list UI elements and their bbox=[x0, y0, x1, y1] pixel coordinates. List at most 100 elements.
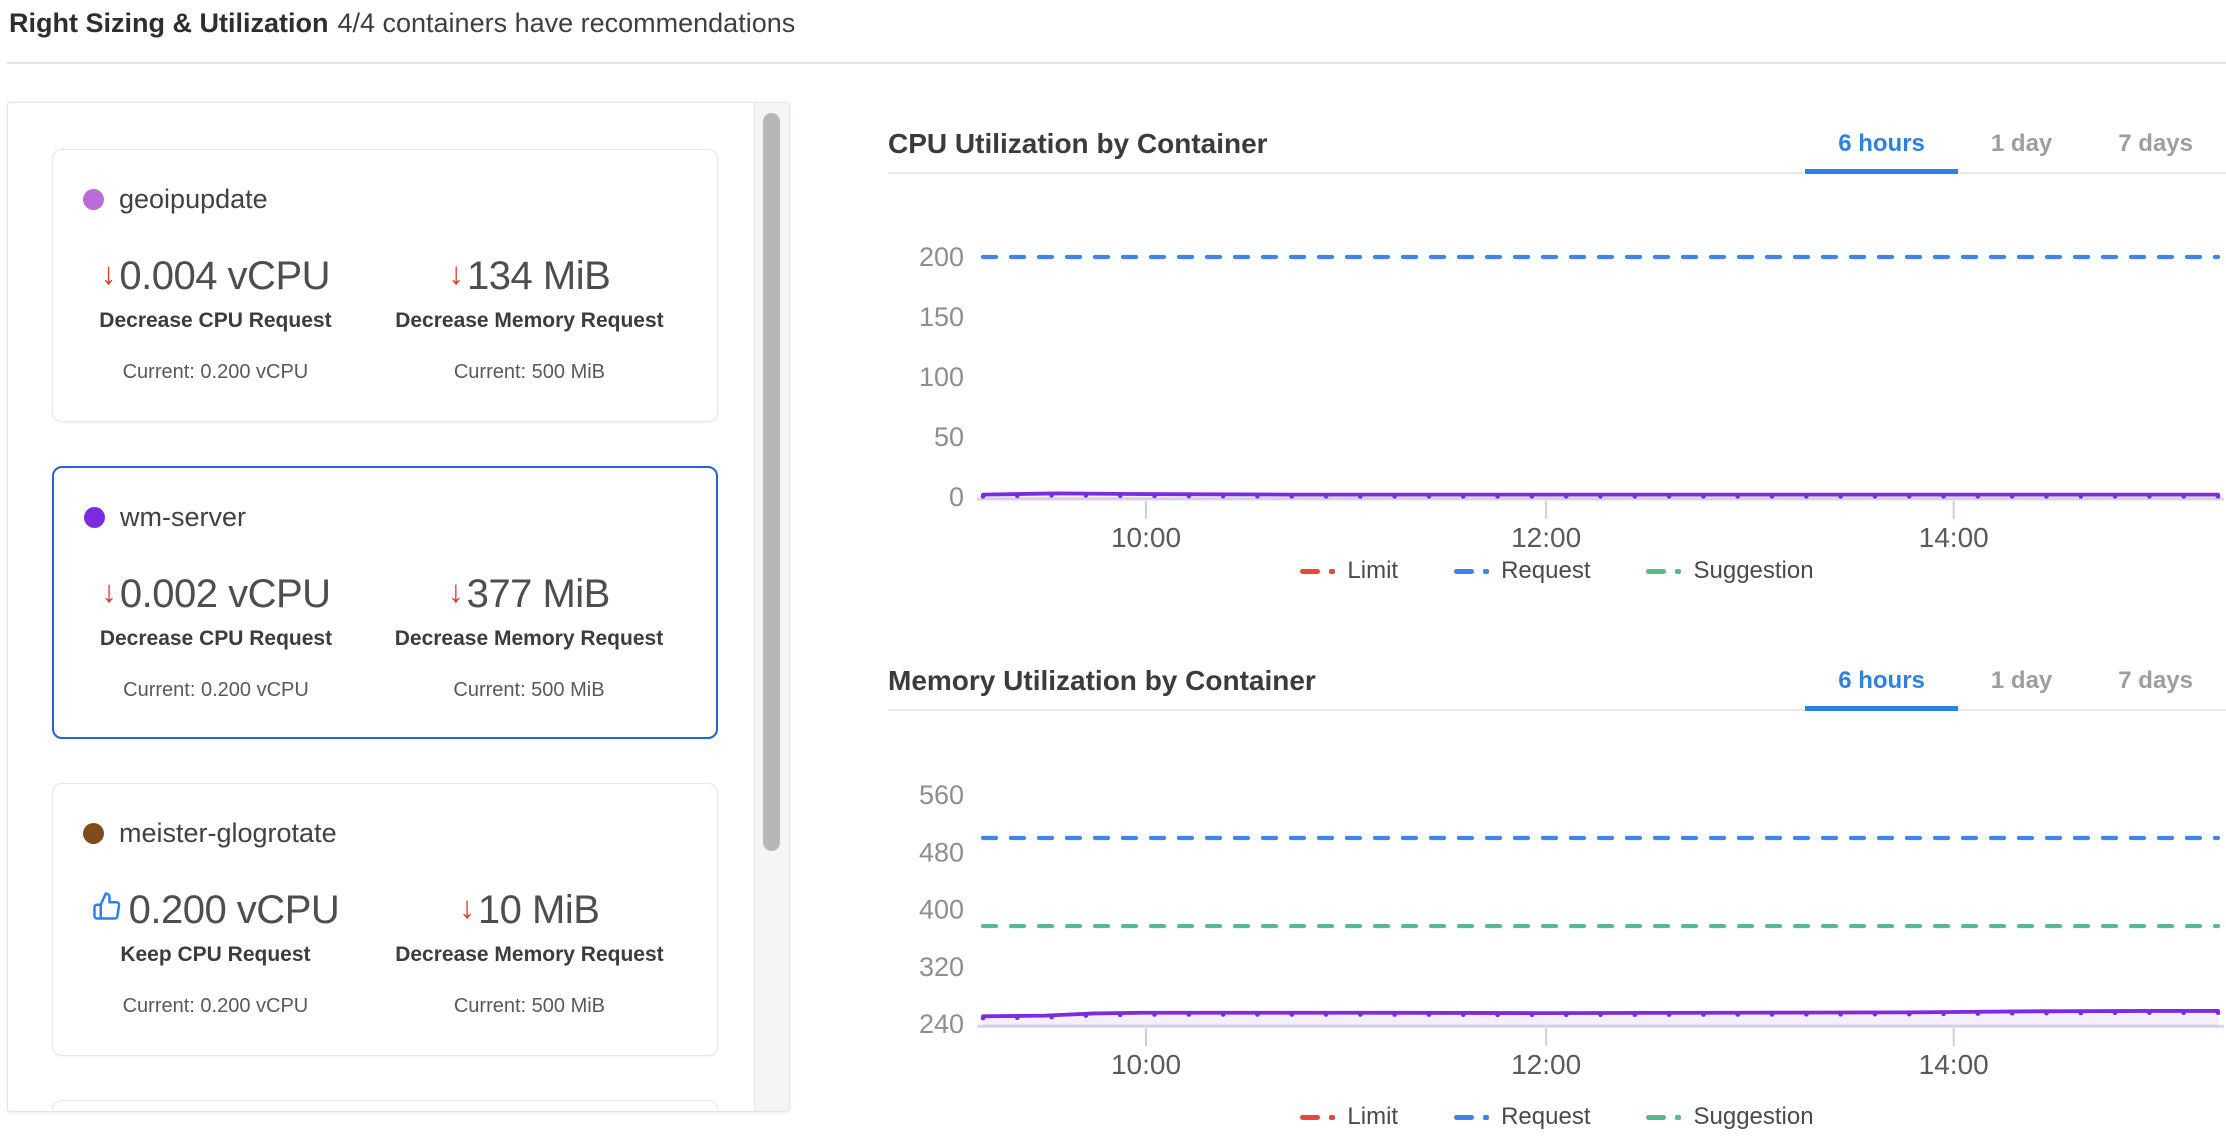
cpu-chart-legend: Limit Request Suggestion bbox=[888, 557, 2226, 585]
legend-label: Request bbox=[1501, 1103, 1591, 1130]
page-subtitle: 4/4 containers have recommendations bbox=[337, 8, 796, 38]
container-name: wm-server bbox=[120, 502, 246, 532]
arrow-down-icon: ↓ bbox=[100, 255, 117, 291]
legend-item-limit[interactable]: Limit bbox=[1300, 1103, 1398, 1131]
cpu-utilization-plot: 0 50 100 150 200 10:00 12:00 14:00 bbox=[919, 242, 2224, 549]
legend-item-request[interactable]: Request bbox=[1454, 1103, 1590, 1131]
memory-current-value: Current: 500 MiB bbox=[453, 995, 606, 1017]
card-metrics: ↓ 0.002 vCPU Decrease CPU Request Curren… bbox=[72, 571, 698, 702]
svg-text:10:00: 10:00 bbox=[1111, 522, 1181, 549]
legend-item-request[interactable]: Request bbox=[1454, 557, 1590, 585]
cpu-action-label: Keep CPU Request bbox=[120, 943, 311, 966]
memory-utilization-section: Memory Utilization by Container 6 hours … bbox=[888, 653, 2226, 1131]
panel-scrollbar-track[interactable] bbox=[754, 103, 789, 1111]
cpu-current-value: Current: 0.200 vCPU bbox=[122, 361, 309, 383]
memory-action-label: Decrease Memory Request bbox=[395, 309, 664, 332]
container-name: meister-glogrotate bbox=[119, 818, 337, 848]
svg-text:10:00: 10:00 bbox=[1111, 1049, 1181, 1079]
thumbs-up-icon bbox=[92, 892, 126, 925]
legend-label: Request bbox=[1501, 557, 1591, 584]
recommendation-card-partial[interactable] bbox=[52, 1100, 718, 1111]
request-dash-icon bbox=[1454, 1114, 1490, 1120]
card-header: geoipupdate bbox=[83, 184, 699, 215]
legend-item-suggestion[interactable]: Suggestion bbox=[1646, 1103, 1814, 1131]
memory-metric: ↓ 10 MiB Decrease Memory Request Current… bbox=[360, 887, 699, 1018]
recommendation-card-wm-server[interactable]: wm-server ↓ 0.002 vCPU Decrease CPU Requ… bbox=[52, 466, 718, 739]
memory-recommended-value: 10 MiB bbox=[477, 888, 600, 932]
memory-chart-header: Memory Utilization by Container 6 hours … bbox=[888, 653, 2226, 711]
memory-value-row: ↓ 377 MiB bbox=[360, 571, 698, 617]
container-name: geoipupdate bbox=[119, 184, 268, 214]
cpu-recommended-value: 0.200 vCPU bbox=[128, 888, 340, 932]
svg-text:12:00: 12:00 bbox=[1511, 1049, 1581, 1079]
card-header: wm-server bbox=[84, 502, 698, 533]
recommendation-card-meister-glogrotate[interactable]: meister-glogrotate 0.200 vCPU Keep CPU R… bbox=[52, 783, 718, 1056]
svg-text:0: 0 bbox=[949, 482, 964, 512]
svg-text:320: 320 bbox=[919, 952, 964, 982]
tab-7-days[interactable]: 7 days bbox=[2118, 130, 2193, 157]
svg-text:14:00: 14:00 bbox=[1919, 522, 1989, 549]
page-title: Right Sizing & Utilization 4/4 containers… bbox=[9, 8, 795, 39]
card-metrics: 0.200 vCPU Keep CPU Request Current: 0.2… bbox=[71, 887, 699, 1018]
legend-label: Suggestion bbox=[1693, 557, 1814, 584]
memory-metric: ↓ 377 MiB Decrease Memory Request Curren… bbox=[360, 571, 698, 702]
container-color-dot bbox=[83, 823, 104, 844]
cpu-metric: 0.200 vCPU Keep CPU Request Current: 0.2… bbox=[71, 887, 360, 1018]
svg-text:150: 150 bbox=[919, 302, 964, 332]
recommendation-card-geoipupdate[interactable]: geoipupdate ↓ 0.004 vCPU Decrease CPU Re… bbox=[52, 149, 718, 422]
memory-chart-legend: Limit Request Suggestion bbox=[888, 1103, 2226, 1131]
tab-1-day[interactable]: 1 day bbox=[1990, 130, 2053, 157]
request-dash-icon bbox=[1454, 568, 1490, 574]
header-divider bbox=[7, 62, 2226, 64]
svg-text:200: 200 bbox=[919, 242, 964, 272]
arrow-down-icon: ↓ bbox=[101, 573, 117, 609]
memory-chart-title: Memory Utilization by Container bbox=[888, 665, 1316, 696]
tab-1-day[interactable]: 1 day bbox=[1990, 667, 2053, 694]
legend-label: Limit bbox=[1347, 1103, 1399, 1130]
svg-text:50: 50 bbox=[934, 422, 964, 452]
legend-item-limit[interactable]: Limit bbox=[1300, 557, 1398, 585]
cpu-current-value: Current: 0.200 vCPU bbox=[123, 679, 309, 701]
suggestion-dash-icon bbox=[1646, 1114, 1682, 1120]
cpu-chart-title: CPU Utilization by Container bbox=[888, 128, 1268, 159]
memory-value-row: ↓ 134 MiB bbox=[360, 253, 699, 299]
card-metrics: ↓ 0.004 vCPU Decrease CPU Request Curren… bbox=[71, 253, 699, 384]
recommendation-card-list: geoipupdate ↓ 0.004 vCPU Decrease CPU Re… bbox=[8, 103, 754, 1111]
cpu-current-value: Current: 0.200 vCPU bbox=[122, 995, 309, 1017]
cpu-chart-header: CPU Utilization by Container 6 hours 1 d… bbox=[888, 116, 2226, 174]
legend-label: Limit bbox=[1347, 557, 1399, 584]
svg-text:480: 480 bbox=[919, 837, 964, 867]
cpu-value-row: ↓ 0.002 vCPU bbox=[72, 571, 360, 617]
cpu-action-label: Decrease CPU Request bbox=[99, 309, 332, 332]
time-range-tabs: 6 hours 1 day 7 days bbox=[1805, 653, 2226, 711]
cpu-action-label: Decrease CPU Request bbox=[99, 627, 333, 650]
arrow-down-icon: ↓ bbox=[459, 889, 475, 925]
time-range-tabs: 6 hours 1 day 7 days bbox=[1805, 116, 2226, 174]
memory-recommended-value: 377 MiB bbox=[466, 572, 611, 616]
memory-recommended-value: 134 MiB bbox=[467, 254, 611, 298]
tab-6-hours[interactable]: 6 hours bbox=[1805, 116, 1958, 174]
suggestion-dash-icon bbox=[1646, 568, 1682, 574]
cpu-value-row: ↓ 0.004 vCPU bbox=[71, 253, 360, 299]
page-title-text: Right Sizing & Utilization bbox=[9, 8, 329, 38]
panel-scrollbar-thumb[interactable] bbox=[763, 113, 780, 851]
limit-dash-icon bbox=[1300, 568, 1336, 574]
svg-text:12:00: 12:00 bbox=[1511, 522, 1581, 549]
svg-text:14:00: 14:00 bbox=[1919, 1049, 1989, 1079]
cpu-recommended-value: 0.002 vCPU bbox=[119, 572, 331, 616]
cpu-metric: ↓ 0.002 vCPU Decrease CPU Request Curren… bbox=[72, 571, 360, 702]
tab-7-days[interactable]: 7 days bbox=[2118, 667, 2193, 694]
recommendations-panel: geoipupdate ↓ 0.004 vCPU Decrease CPU Re… bbox=[7, 102, 790, 1112]
memory-value-row: ↓ 10 MiB bbox=[360, 887, 699, 933]
card-header: meister-glogrotate bbox=[83, 818, 699, 849]
container-color-dot bbox=[84, 507, 105, 528]
legend-item-suggestion[interactable]: Suggestion bbox=[1646, 557, 1814, 585]
svg-text:240: 240 bbox=[919, 1009, 964, 1039]
cpu-utilization-section: CPU Utilization by Container 6 hours 1 d… bbox=[888, 116, 2226, 585]
tab-6-hours[interactable]: 6 hours bbox=[1805, 653, 1958, 711]
memory-utilization-plot: 240 320 400 480 560 10:00 12:00 14:00 bbox=[919, 780, 2224, 1079]
memory-action-label: Decrease Memory Request bbox=[395, 943, 664, 966]
cpu-value-row: 0.200 vCPU bbox=[71, 887, 360, 933]
memory-current-value: Current: 500 MiB bbox=[453, 361, 606, 383]
